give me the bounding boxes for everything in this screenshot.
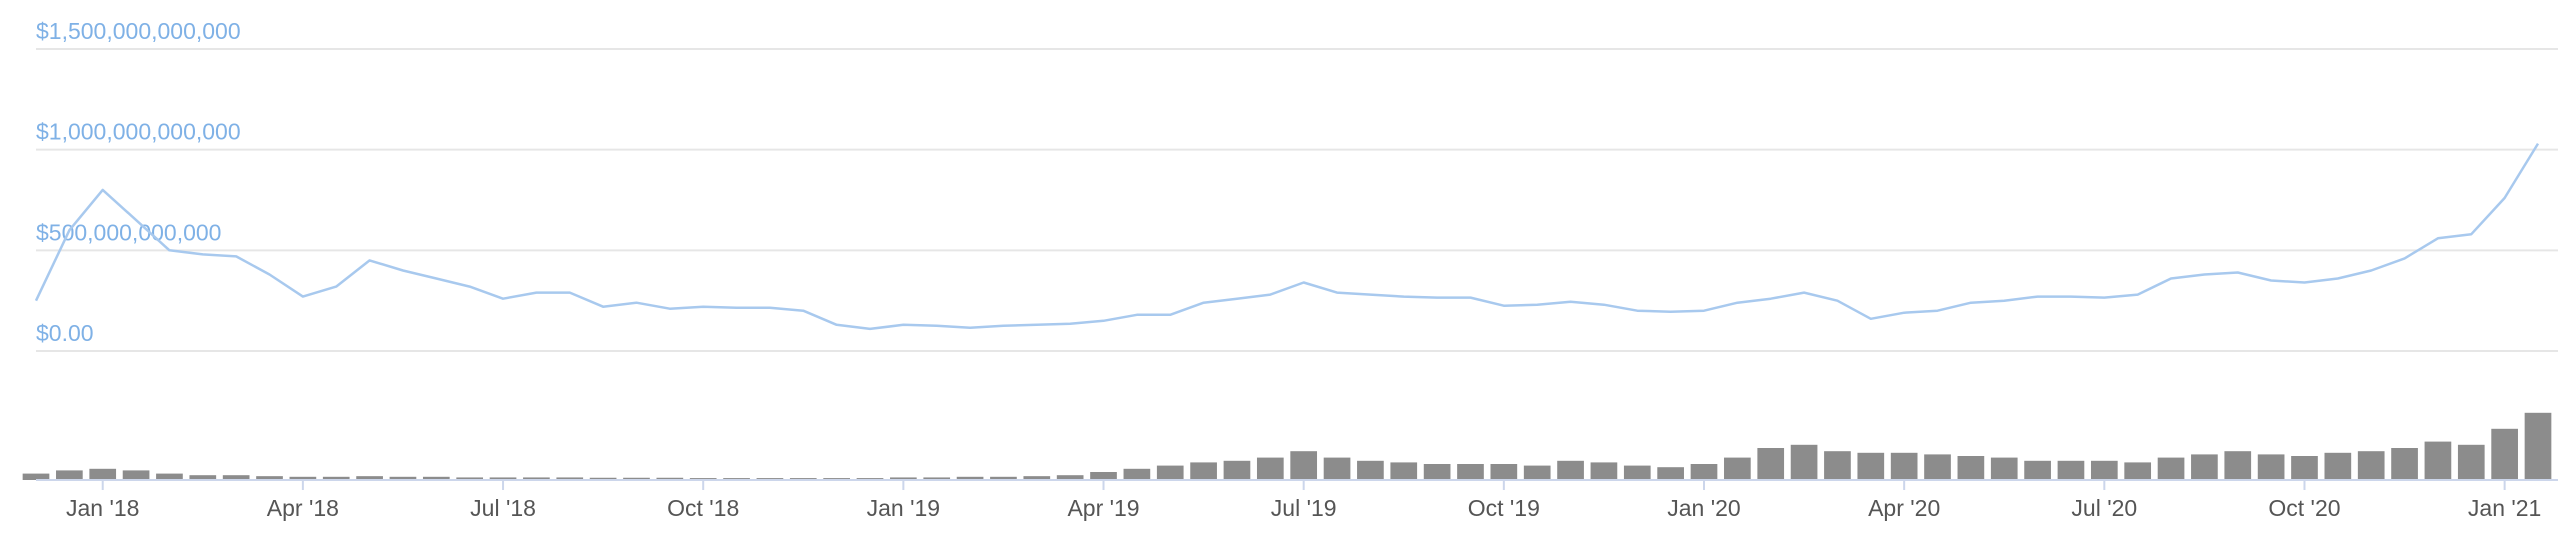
volume-bar <box>956 476 984 480</box>
x-tick-label: Oct '19 <box>1468 495 1540 521</box>
y-tick-label: $1,500,000,000,000 <box>36 18 241 44</box>
volume-bar <box>1090 472 1117 480</box>
x-tick-label: Apr '18 <box>267 495 339 521</box>
volume-bar <box>1123 468 1151 480</box>
x-tick-label: Jul '19 <box>1271 495 1337 521</box>
volume-bar <box>389 476 417 480</box>
x-tick-label: Jan '20 <box>1667 495 1740 521</box>
volume-bar <box>890 477 917 480</box>
volume-bar <box>1924 454 1951 480</box>
volume-bar <box>356 476 383 480</box>
volume-bar <box>1857 452 1885 480</box>
x-tick-label: Oct '18 <box>667 495 739 521</box>
volume-bar <box>1623 465 1651 480</box>
volume-bar <box>1256 457 1284 480</box>
volume-bar <box>2191 454 2218 480</box>
volume-bar <box>122 470 150 480</box>
y-tick-label: $1,000,000,000,000 <box>36 119 241 145</box>
x-tick-label: Jul '18 <box>470 495 536 521</box>
volume-bar <box>589 477 617 480</box>
volume-bar <box>1890 452 1918 480</box>
volume-bar <box>1690 464 1718 480</box>
volume-bar <box>1757 448 1785 480</box>
volume-bar <box>1557 460 1584 480</box>
volume-bar <box>1824 451 1851 480</box>
volume-bar <box>1190 462 1217 480</box>
market-cap-line <box>34 142 2540 331</box>
volume-bar <box>2457 444 2485 480</box>
volume-bar <box>623 477 650 480</box>
volume-bar <box>1223 460 1251 480</box>
x-tick-label: Jan '19 <box>867 495 940 521</box>
volume-bar <box>2090 460 2118 480</box>
volume-bar <box>1790 444 1818 480</box>
volume-bar <box>89 468 117 480</box>
volume-bar <box>1957 456 1985 480</box>
volume-bar <box>322 476 350 480</box>
volume-bar <box>1990 457 2018 480</box>
volume-bar <box>222 475 250 480</box>
volume-bar <box>2424 441 2452 480</box>
volume-bar <box>22 473 50 480</box>
x-tick-label: Oct '20 <box>2268 495 2340 521</box>
volume-bar <box>1323 457 1351 480</box>
y-tick-label: $500,000,000,000 <box>36 219 221 245</box>
volume-bar <box>2024 460 2051 480</box>
volume-bar <box>656 477 684 480</box>
volume-bar <box>556 477 584 480</box>
x-tick-label: Apr '20 <box>1868 495 1940 521</box>
volume-bar <box>156 473 183 480</box>
volume-bar <box>2357 451 2385 480</box>
volume-bar <box>2491 428 2518 480</box>
x-tick-label: Jan '18 <box>66 495 139 521</box>
volume-bar <box>2291 456 2318 480</box>
volume-bar <box>56 470 83 480</box>
volume-bar <box>523 477 550 480</box>
volume-bar <box>2057 460 2085 480</box>
volume-bar <box>1590 462 1618 480</box>
volume-bar <box>923 477 951 480</box>
volume-bar <box>1290 451 1318 480</box>
y-tick-label: $0.00 <box>36 320 94 346</box>
volume-bar <box>1490 464 1518 480</box>
volume-bar <box>1423 464 1451 480</box>
x-tick-label: Apr '19 <box>1067 495 1139 521</box>
volume-bar <box>189 475 217 480</box>
volume-bar <box>1156 465 1184 480</box>
volume-bar <box>256 476 283 480</box>
volume-bar <box>289 476 317 480</box>
volume-bar <box>2524 412 2552 480</box>
volume-bar <box>2391 448 2418 480</box>
volume-bar <box>990 476 1017 480</box>
volume-bar <box>2257 454 2285 480</box>
volume-bar <box>2157 457 2185 480</box>
volume-bar <box>422 476 450 480</box>
volume-bar <box>1357 460 1384 480</box>
volume-bar <box>1657 467 1684 480</box>
volume-bar <box>1523 465 1551 480</box>
volume-bar <box>1023 476 1051 480</box>
x-tick-label: Jan '21 <box>2468 495 2541 521</box>
volume-bar <box>1056 475 1084 480</box>
volume-bar <box>2124 462 2152 480</box>
volume-bar <box>2224 451 2252 480</box>
volume-bar <box>489 477 517 480</box>
volume-bar <box>1390 462 1418 480</box>
volume-bar <box>456 477 484 480</box>
volume-bar <box>1457 464 1484 480</box>
volume-bar <box>2324 452 2352 480</box>
x-tick-label: Jul '20 <box>2071 495 2137 521</box>
volume-bar <box>1724 457 1751 480</box>
